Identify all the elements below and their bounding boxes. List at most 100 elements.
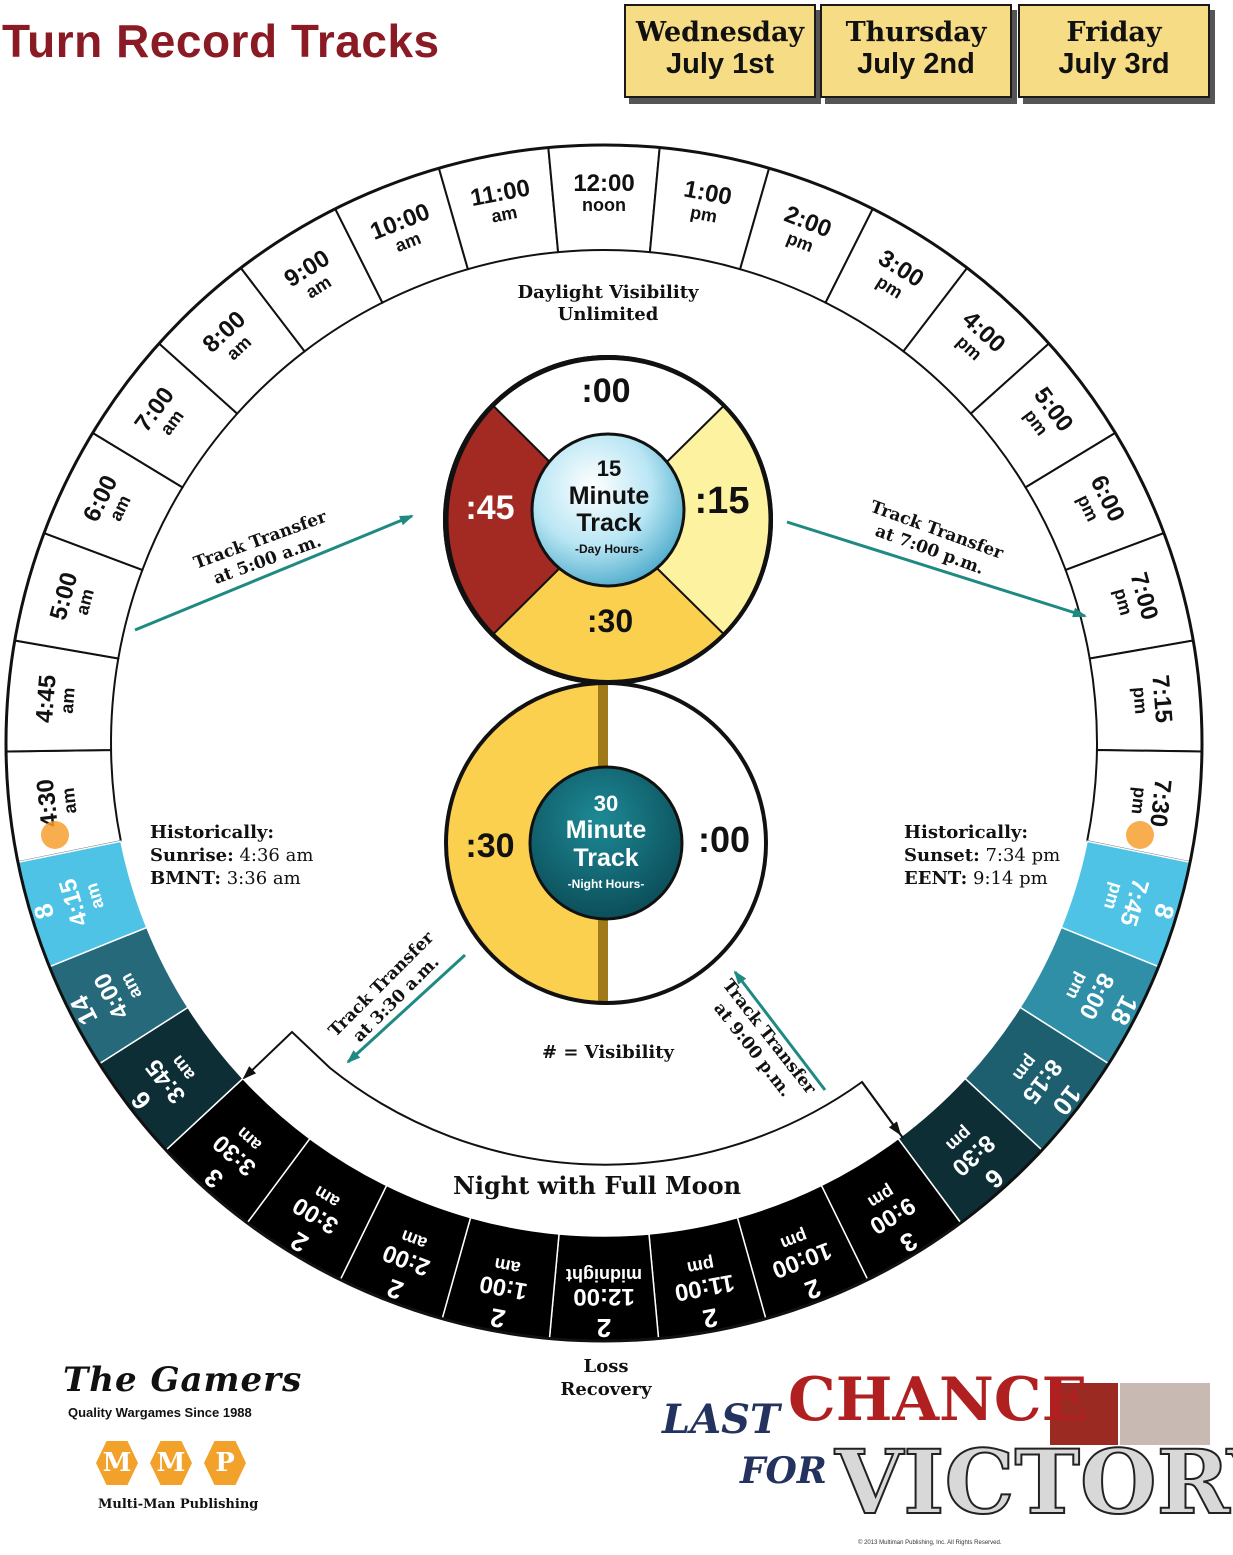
time-label: 7:15 [1146, 674, 1177, 724]
transfer-9pm-arrow [733, 970, 827, 1091]
union-flag-icon [1120, 1383, 1210, 1445]
time-suffix: am [490, 202, 519, 226]
mmp-hex-3: P [204, 1441, 246, 1485]
track15-label-00: :00 [581, 372, 630, 410]
sunset-icon [1126, 821, 1154, 849]
track15-subtitle: -Day Hours- [575, 542, 643, 556]
lcv-logo-last: LAST [662, 1396, 780, 1443]
track15-title-1: 15 [597, 456, 621, 481]
historical-sunset: Sunset: 7:34 pm [904, 845, 1060, 866]
thirty-minute-track: :30 :00 30 Minute Track -Night Hours- [444, 681, 768, 1005]
day-date: July 2nd [857, 48, 975, 80]
time-label: 12:00 [573, 170, 634, 197]
time-suffix: am [57, 687, 79, 715]
day-name: Thursday [845, 17, 987, 48]
track15-label-45: :45 [465, 489, 514, 527]
time-suffix: pm [689, 202, 719, 227]
time-suffix: am [58, 787, 81, 815]
sunrise-icon [41, 821, 69, 849]
track30-title-3: Track [573, 844, 638, 872]
time-label: 7:30 [1144, 778, 1176, 829]
gamers-tagline: Quality Wargames Since 1988 [68, 1405, 252, 1420]
track15-segment-45[interactable] [446, 404, 610, 636]
outer-ring-border [4, 143, 1204, 1343]
track30-label-30: :30 [465, 827, 514, 865]
day-box-friday[interactable]: Friday July 3rd [1018, 4, 1210, 98]
historical-bmnt: BMNT: 3:36 am [150, 868, 301, 889]
fifteen-minute-track: :00 :15 :30 :45 15 Minute Track -Day Hou… [443, 355, 773, 685]
track30-hub [528, 765, 684, 921]
loss-recovery-label-1: Loss [584, 1356, 629, 1377]
visibility-value: 2 [700, 1302, 720, 1334]
historical-left-heading: Historically: [150, 822, 274, 843]
mmp-tagline: Multi-Man Publishing [98, 1497, 259, 1512]
visibility-value: 2 [488, 1302, 508, 1334]
time-suffix: pm [1129, 686, 1151, 714]
track15-title-3: Track [576, 509, 641, 537]
night-full-moon-label: Night with Full Moon [453, 1171, 741, 1200]
historical-eent: EENT: 9:14 pm [904, 868, 1048, 889]
time-label: 12:00 [573, 1283, 634, 1310]
visibility-value: 2 [597, 1313, 611, 1343]
loss-recovery-bracket [242, 1030, 904, 1166]
track30-title-2: Minute [566, 816, 647, 844]
day-name: Wednesday [635, 17, 805, 48]
night-track-ring: 87:45pm188:00pm108:15pm68:30pm39:00pm210… [17, 840, 1191, 1343]
gamers-logo: The Gamers [63, 1360, 303, 1400]
day-name: Friday [1066, 17, 1162, 48]
day-track-ring: 4:30am4:45am5:00am6:00am7:00am8:00am9:00… [5, 143, 1203, 864]
confederate-flag-icon [1050, 1383, 1118, 1445]
time-suffix: am [493, 1254, 522, 1278]
lcv-logo-for: FOR [740, 1450, 827, 1492]
lcv-logo-victory: VICTORY [834, 1429, 1233, 1535]
transfer-330-arrow [346, 953, 467, 1064]
historical-sunrise: Sunrise: 4:36 am [150, 845, 313, 866]
historical-right-heading: Historically: [904, 822, 1028, 843]
track30-title-1: 30 [594, 791, 618, 816]
time-suffix: midnight [566, 1265, 642, 1285]
visibility-key: # = Visibility [542, 1042, 675, 1063]
time-label: 4:45 [31, 674, 62, 724]
day-box-wednesday[interactable]: Wednesday July 1st [624, 4, 816, 98]
track15-label-30: :30 [587, 603, 633, 639]
time-suffix: noon [582, 195, 626, 215]
daylight-visibility-label: Daylight Visibility [518, 282, 700, 303]
transfer-5am-arrow [134, 514, 414, 632]
day-date: July 1st [666, 48, 774, 80]
lcv-logo-chance: CHANCE [788, 1365, 1088, 1435]
track15-label-15: :15 [695, 480, 750, 522]
time-label: 4:30 [32, 778, 64, 829]
day-box-thursday[interactable]: Thursday July 2nd [820, 4, 1012, 98]
mmp-hex-1: M [96, 1441, 138, 1485]
track30-subtitle: -Night Hours- [568, 877, 645, 891]
track30-label-00: :00 [698, 819, 750, 860]
track15-title-2: Minute [569, 482, 650, 510]
transfer-7pm-arrow [786, 520, 1087, 618]
track15-hub [530, 432, 686, 588]
page-title: Turn Record Tracks [2, 15, 440, 67]
time-suffix: pm [1128, 786, 1151, 815]
day-date: July 3rd [1058, 48, 1170, 80]
